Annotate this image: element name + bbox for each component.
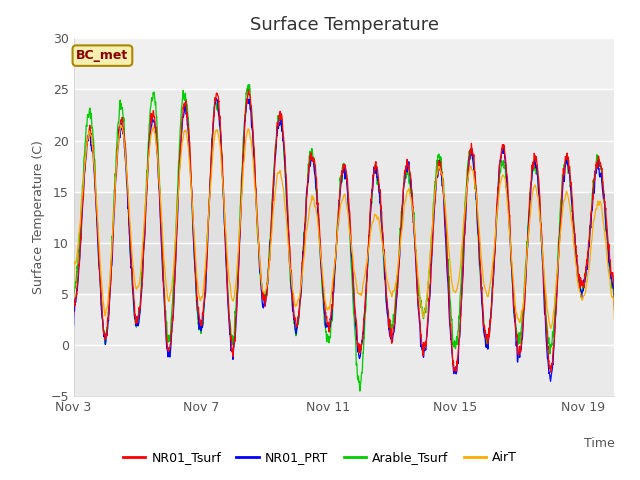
Text: Time: Time <box>584 437 614 450</box>
Legend: NR01_Tsurf, NR01_PRT, Arable_Tsurf, AirT: NR01_Tsurf, NR01_PRT, Arable_Tsurf, AirT <box>118 446 522 469</box>
Bar <box>74 294 614 396</box>
Title: Surface Temperature: Surface Temperature <box>250 16 438 34</box>
Bar <box>74 38 614 89</box>
Y-axis label: Surface Temperature (C): Surface Temperature (C) <box>32 140 45 294</box>
Bar <box>74 89 614 192</box>
Text: BC_met: BC_met <box>76 49 129 62</box>
Bar <box>74 192 614 294</box>
